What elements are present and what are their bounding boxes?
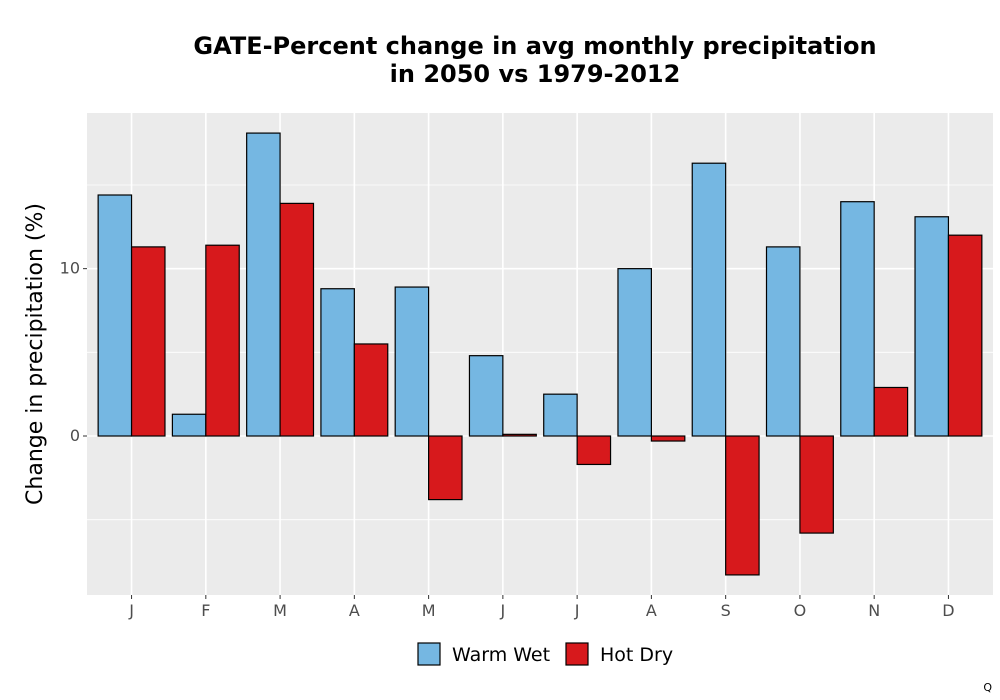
x-tick-label: J [500, 601, 506, 620]
chart-title-line-2: in 2050 vs 1979-2012 [389, 60, 681, 88]
bar-hot-dry [947, 234, 983, 437]
legend-label: Warm Wet [452, 644, 550, 666]
x-tick-label: A [349, 601, 360, 620]
bar-warm-wet [320, 288, 355, 437]
x-tick-label: O [794, 601, 807, 620]
bar-warm-wet [171, 413, 207, 437]
bar-warm-wet [246, 132, 281, 437]
x-tick-label: F [201, 601, 210, 620]
bar-warm-wet [468, 355, 504, 437]
bar-hot-dry [650, 435, 686, 442]
bar-hot-dry [130, 246, 166, 437]
bar-hot-dry [353, 343, 389, 437]
chart-title: GATE-Percent change in avg monthly preci… [90, 32, 980, 88]
bar-warm-wet [617, 268, 652, 437]
bar-hot-dry [799, 435, 834, 534]
legend-swatch [417, 642, 441, 666]
bar-hot-dry [873, 386, 909, 437]
y-tick-label: 0 [70, 426, 80, 445]
x-tick-label: D [942, 601, 954, 620]
bar-warm-wet [543, 393, 578, 437]
bar-hot-dry [279, 202, 315, 437]
bar-hot-dry [428, 435, 463, 501]
bar-warm-wet [394, 286, 430, 437]
y-axis: 0 10 [60, 259, 87, 445]
x-tick-label: J [574, 601, 580, 620]
x-tick-label: S [721, 601, 731, 620]
legend-label: Hot Dry [600, 644, 673, 666]
x-tick-label: J [128, 601, 134, 620]
bar-warm-wet [691, 162, 727, 437]
legend: Warm Wet Hot Dry [417, 642, 673, 666]
x-tick-label: M [273, 601, 287, 620]
bar-hot-dry [502, 433, 537, 437]
bar-warm-wet [840, 201, 875, 437]
bar-warm-wet [765, 246, 801, 437]
bar-warm-wet [914, 216, 950, 437]
x-tick-label: A [646, 601, 657, 620]
x-tick-label: M [422, 601, 436, 620]
corner-mark: Q [983, 681, 992, 694]
y-axis-label: Change in precipitation (%) [23, 203, 48, 505]
bar-hot-dry [725, 435, 760, 576]
bar-hot-dry [576, 435, 612, 466]
y-tick-label: 10 [60, 259, 80, 278]
x-tick-label: N [868, 601, 880, 620]
bars [97, 132, 983, 576]
bar-warm-wet [97, 194, 133, 437]
legend-swatch [565, 642, 589, 666]
chart-title-line-1: GATE-Percent change in avg monthly preci… [193, 32, 877, 60]
bar-hot-dry [205, 244, 240, 437]
